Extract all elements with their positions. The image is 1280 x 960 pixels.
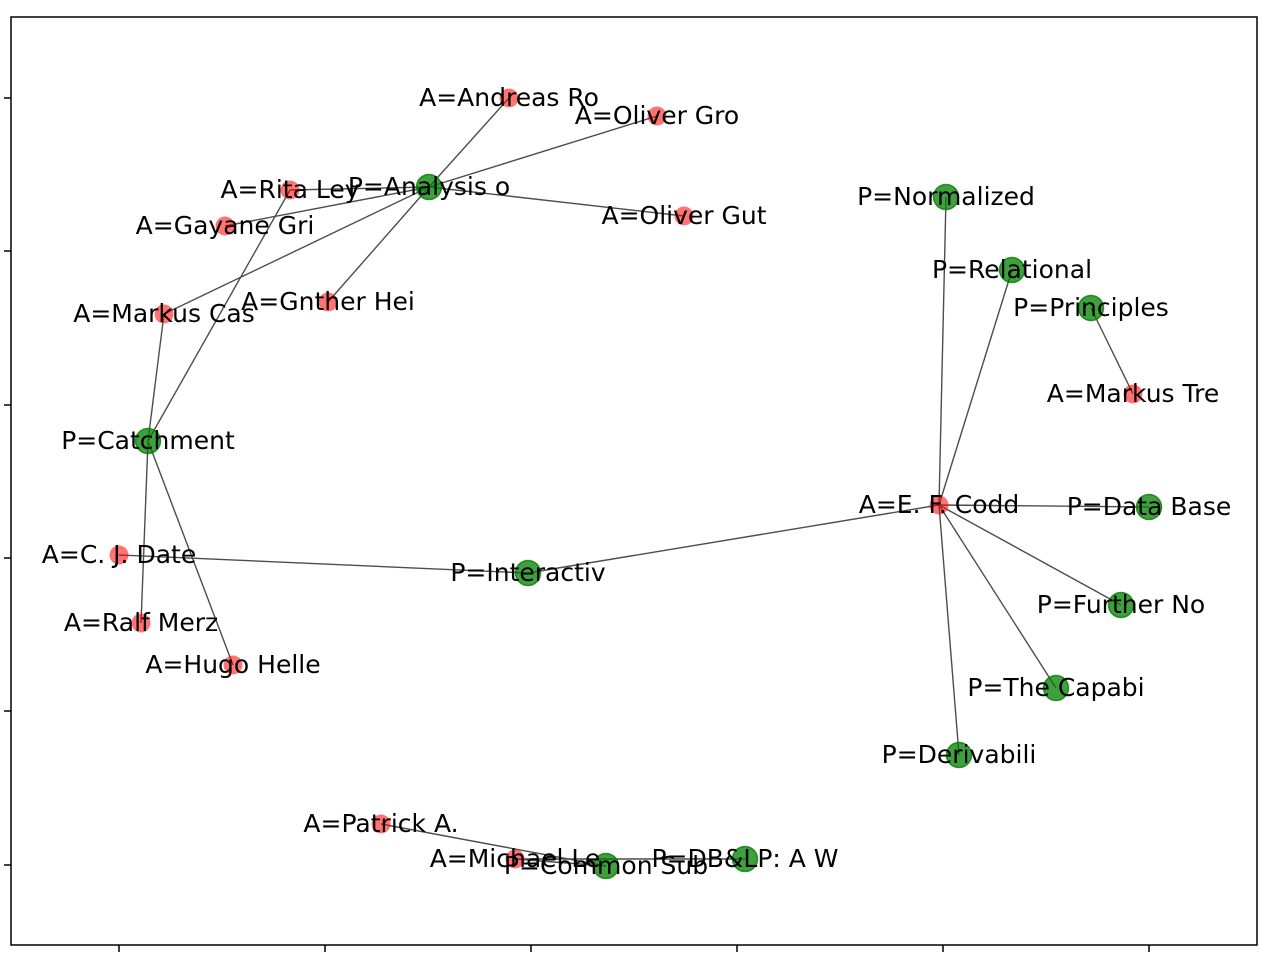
nodes-layer bbox=[109, 88, 1163, 880]
edge-p-analysis-o--a-oliver-gro bbox=[428, 115, 658, 188]
edge-p-data-base--a-e-f-codd bbox=[938, 504, 1150, 508]
node-label-p-further-no: P=Further No bbox=[1037, 590, 1205, 619]
paper-node-p-interactiv bbox=[514, 559, 542, 587]
node-label-a-c-j-date: A=C. J. Date bbox=[42, 540, 196, 569]
author-node-a-gnther-hei bbox=[318, 292, 338, 312]
labels-layer: A=Andreas RoA=Oliver Gro P=Analysis oA=Ri… bbox=[42, 83, 1231, 880]
author-node-a-c-j-date bbox=[109, 545, 129, 565]
edge-p-interactiv--a-c-j-date bbox=[118, 554, 529, 574]
node-label-a-gayane-gri: A=Gayane Gri bbox=[136, 211, 315, 240]
node-label-a-markus-tre: A=Markus Tre bbox=[1047, 379, 1219, 408]
node-label-p-common-sub: P=Common Sub bbox=[504, 851, 708, 880]
node-label-p-derivabili: P=Derivabili bbox=[882, 740, 1037, 769]
author-node-a-oliver-gro bbox=[647, 106, 667, 126]
author-node-a-oliver-gut bbox=[674, 206, 694, 226]
node-label-a-markus-cas: A=Markus Cas bbox=[73, 299, 255, 328]
paper-node-p-catchment bbox=[134, 427, 162, 455]
edge-p-relational--a-e-f-codd bbox=[938, 269, 1013, 506]
node-label-p-analysis-o: P=Analysis o bbox=[348, 172, 510, 201]
paper-node-p-normalized bbox=[932, 183, 960, 211]
paper-node-p-the-capabi bbox=[1042, 674, 1070, 702]
node-label-a-rita-ley: A=Rita Ley bbox=[220, 175, 359, 204]
plot-frame bbox=[10, 16, 1258, 946]
author-node-a-michael-le bbox=[505, 849, 525, 869]
edge-p-principles--a-markus-tre bbox=[1090, 307, 1134, 395]
node-label-a-gnther-hei: A=Gnther Hei bbox=[241, 287, 415, 316]
paper-node-p-further-no bbox=[1107, 591, 1135, 619]
author-node-a-markus-tre bbox=[1123, 384, 1143, 404]
axis-ticks bbox=[4, 97, 1150, 952]
author-node-a-e-f-codd bbox=[929, 495, 949, 515]
edge-p-catchment--a-ralf-merz bbox=[140, 440, 149, 624]
node-label-p-interactiv: P=Interactiv bbox=[450, 558, 606, 587]
paper-node-p-derivabili bbox=[945, 741, 973, 769]
node-label-p-normalized: P=Normalized bbox=[857, 182, 1035, 211]
author-node-a-rita-ley bbox=[280, 180, 300, 200]
author-node-a-ralf-merz bbox=[131, 613, 151, 633]
edges-layer bbox=[118, 97, 1150, 867]
paper-node-p-data-base bbox=[1135, 493, 1163, 521]
edge-p-catchment--a-hugo-helle bbox=[147, 440, 234, 666]
edge-p-derivabili--a-e-f-codd bbox=[938, 504, 960, 756]
paper-node-p-common-sub bbox=[592, 852, 620, 880]
edge-p-analysis-o--a-gayane-gri bbox=[224, 186, 430, 227]
paper-node-p-relational bbox=[998, 256, 1026, 284]
edge-p-analysis-o--a-gnther-hei bbox=[327, 186, 430, 303]
node-label-a-michael-le: A=Michael Le bbox=[430, 844, 601, 873]
author-node-a-gayane-gri bbox=[215, 216, 235, 236]
edge-p-catchment--a-rita-ley bbox=[147, 189, 291, 442]
paper-node-p-principles bbox=[1077, 294, 1105, 322]
node-label-a-andreas-ro: A=Andreas Ro bbox=[419, 83, 599, 112]
edge-p-interactiv--a-e-f-codd bbox=[527, 504, 940, 574]
author-node-a-andreas-ro bbox=[499, 88, 519, 108]
node-label-p-catchment: P=Catchment bbox=[61, 426, 235, 455]
node-label-a-e-f-codd: A=E. F. Codd bbox=[859, 490, 1020, 519]
edge-p-analysis-o--a-markus-cas bbox=[163, 186, 430, 315]
edge-p-normalized--a-e-f-codd bbox=[938, 196, 947, 506]
node-label-a-patrick-a: A=Patrick A. bbox=[303, 809, 458, 838]
author-node-a-patrick-a bbox=[371, 814, 391, 834]
author-node-a-hugo-helle bbox=[223, 655, 243, 675]
node-label-p-db-lp-a-w: P=DB&LP: A W bbox=[651, 844, 838, 873]
edge-p-common-sub--a-michael-le bbox=[514, 858, 607, 867]
node-label-p-relational: P=Relational bbox=[932, 255, 1092, 284]
edge-p-catchment--a-markus-cas bbox=[147, 313, 165, 442]
node-label-p-the-capabi: P=The Capabi bbox=[967, 673, 1144, 702]
edge-p-analysis-o--a-rita-ley bbox=[289, 186, 430, 191]
node-label-a-oliver-gut: A=Oliver Gut bbox=[601, 201, 766, 230]
edge-p-analysis-o--a-oliver-gut bbox=[428, 186, 685, 217]
node-label-a-ralf-merz: A=Ralf Merz bbox=[64, 608, 218, 637]
node-label-a-oliver-gro: A=Oliver Gro bbox=[575, 101, 739, 130]
paper-node-p-db-lp-a-w bbox=[731, 845, 759, 873]
node-label-p-principles: P=Principles bbox=[1013, 293, 1169, 322]
edge-p-analysis-o--a-andreas-ro bbox=[428, 97, 510, 188]
paper-node-p-analysis-o bbox=[415, 173, 443, 201]
node-label-p-data-base: P=Data Base bbox=[1067, 492, 1232, 521]
node-label-a-hugo-helle: A=Hugo Helle bbox=[145, 650, 320, 679]
edge-p-the-capabi--a-e-f-codd bbox=[938, 504, 1057, 689]
edge-p-further-no--a-e-f-codd bbox=[938, 504, 1122, 606]
author-node-a-markus-cas bbox=[154, 304, 174, 324]
